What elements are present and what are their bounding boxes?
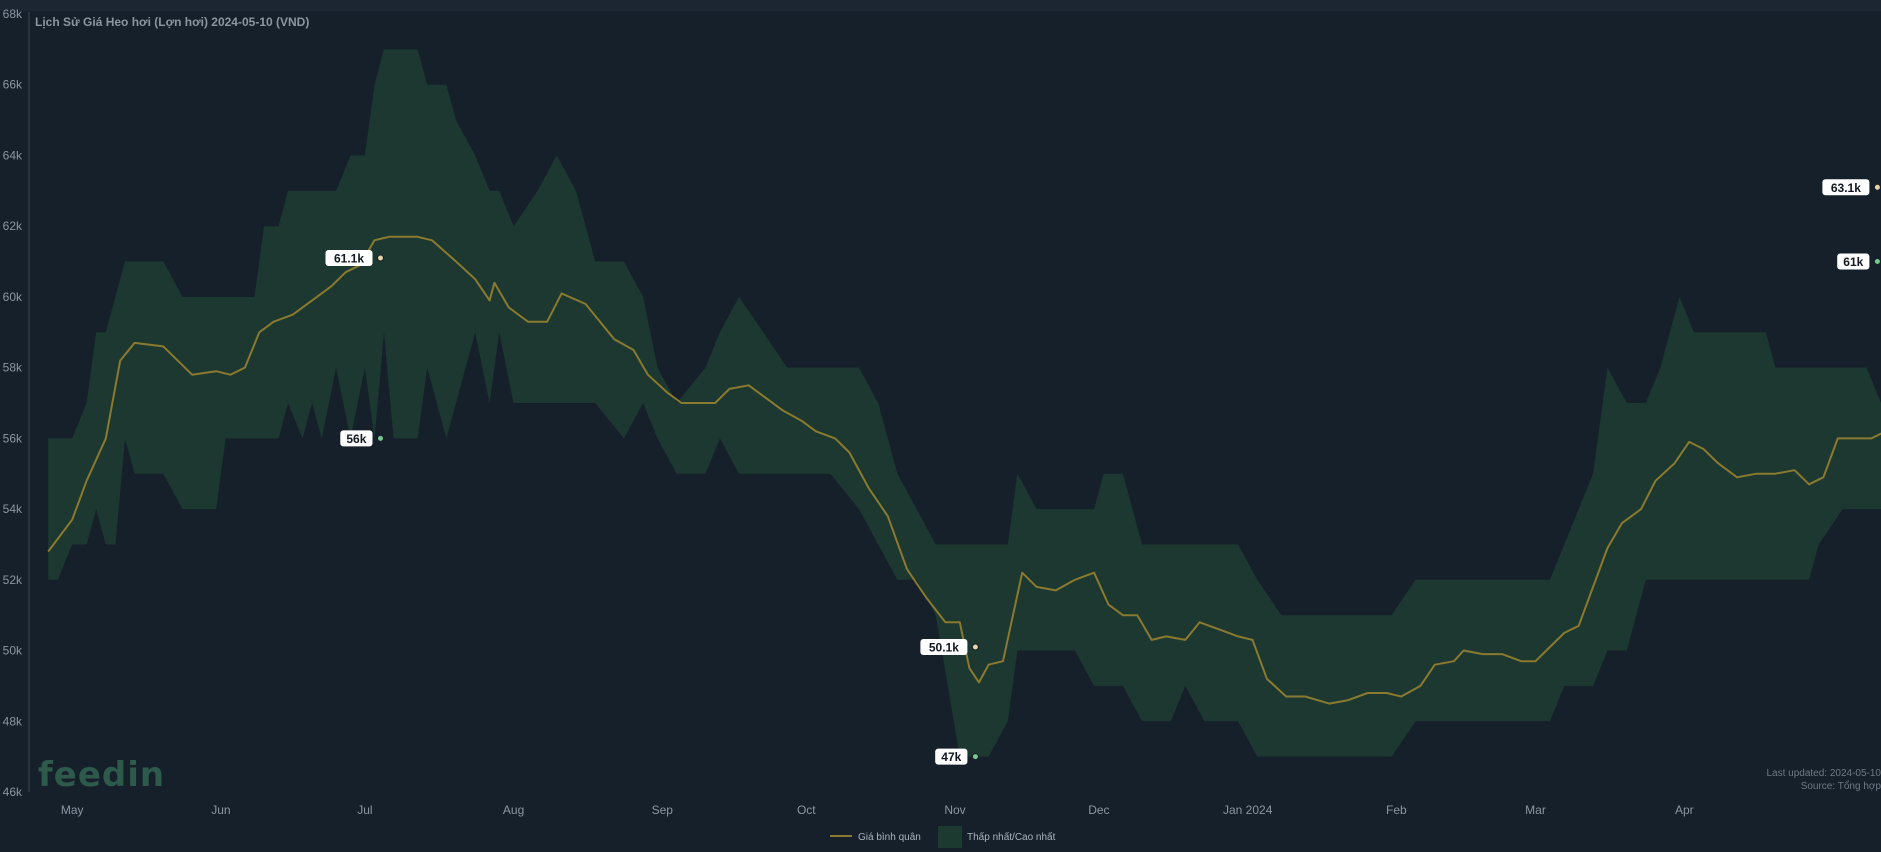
annotation-flag: 63.1k (1822, 179, 1881, 196)
x-tick-label: Mar (1525, 803, 1546, 817)
x-axis-ticks: May Jun Jul Aug Sep Oct Nov Dec Jan 2024 Feb Mar Ap… (61, 803, 1694, 817)
y-tick-label: 50k (3, 644, 23, 658)
annotation-label: 56k (346, 432, 366, 446)
y-tick-label: 54k (3, 502, 23, 516)
y-tick-label: 48k (3, 714, 23, 728)
x-tick-label: May (61, 803, 84, 817)
annotation-label: 50.1k (929, 641, 959, 655)
average-price-marker (1873, 183, 1881, 191)
x-tick-label: Nov (944, 803, 965, 817)
annotation-layer: 61.1k 56k 50.1k 47k 63.1k 61k (325, 179, 1881, 765)
annotation-label: 61.1k (334, 252, 364, 266)
annotation-flag-box (340, 430, 373, 447)
range-band (48, 49, 1881, 757)
y-axis-ticks: 46k 48k 50k 52k 54k 56k 58k 60k 62k 64k 66k 68k (3, 7, 23, 799)
top-strip (0, 0, 1881, 11)
low-price-marker (377, 434, 384, 442)
last-updated-text: Last updated: 2024-05-10 (1766, 768, 1881, 779)
annotation-flag: 50.1k (920, 639, 979, 655)
legend-area-swatch (938, 826, 962, 848)
annotation-flag-box (920, 639, 968, 655)
x-tick-label: Feb (1386, 803, 1407, 817)
annotation-label: 63.1k (1831, 181, 1861, 195)
y-tick-label: 68k (3, 7, 23, 21)
annotation-flag-box (935, 748, 968, 765)
annotation-flag: 56k (340, 430, 384, 447)
annotation-flag-box (1837, 253, 1870, 270)
y-tick-label: 62k (3, 219, 23, 233)
x-tick-label: Dec (1088, 803, 1109, 817)
logo: feedin (38, 755, 165, 795)
source-text: Source: Tổng hợp (1801, 780, 1881, 792)
x-tick-label: Jul (357, 803, 372, 817)
y-tick-label: 56k (3, 431, 23, 445)
x-tick-label: Sep (652, 803, 674, 817)
average-price-marker (971, 643, 979, 651)
annotation-label: 61k (1843, 255, 1863, 269)
x-tick-label: Apr (1675, 803, 1694, 817)
annotation-label: 47k (941, 750, 961, 764)
x-tick-label: Aug (503, 803, 524, 817)
y-tick-label: 58k (3, 361, 23, 375)
y-tick-label: 46k (3, 785, 23, 799)
annotation-flag-box (325, 250, 373, 266)
y-tick-label: 60k (3, 290, 23, 304)
low-price-marker (1873, 258, 1881, 265)
logo-wordmark: feedin (38, 755, 165, 795)
annotation-flag: 61k (1837, 253, 1881, 270)
legend-item-average[interactable]: Giá bình quân (858, 832, 921, 843)
y-tick-label: 52k (3, 573, 23, 587)
annotation-flag-box (1822, 179, 1870, 196)
average-line-layer (47, 235, 1881, 705)
legend-item-range[interactable]: Thấp nhất/Cao nhất (967, 831, 1056, 843)
x-tick-label: Oct (797, 803, 816, 817)
y-tick-label: 64k (3, 149, 23, 163)
average-price-line (47, 235, 1881, 705)
annotation-flag: 47k (935, 748, 979, 765)
low-price-marker (971, 753, 979, 761)
y-tick-label: 66k (3, 78, 23, 92)
chart-title: Lịch Sử Giá Heo hơi (Lợn hơi) 2024-05-10… (35, 15, 309, 29)
x-tick-label: Jan 2024 (1223, 803, 1273, 817)
average-price-marker (377, 254, 384, 262)
range-band-layer (48, 49, 1881, 757)
annotation-flag: 61.1k (325, 250, 384, 266)
x-tick-label: Jun (211, 803, 230, 817)
legend: Giá bình quân Thấp nhất/Cao nhất (830, 826, 1056, 848)
